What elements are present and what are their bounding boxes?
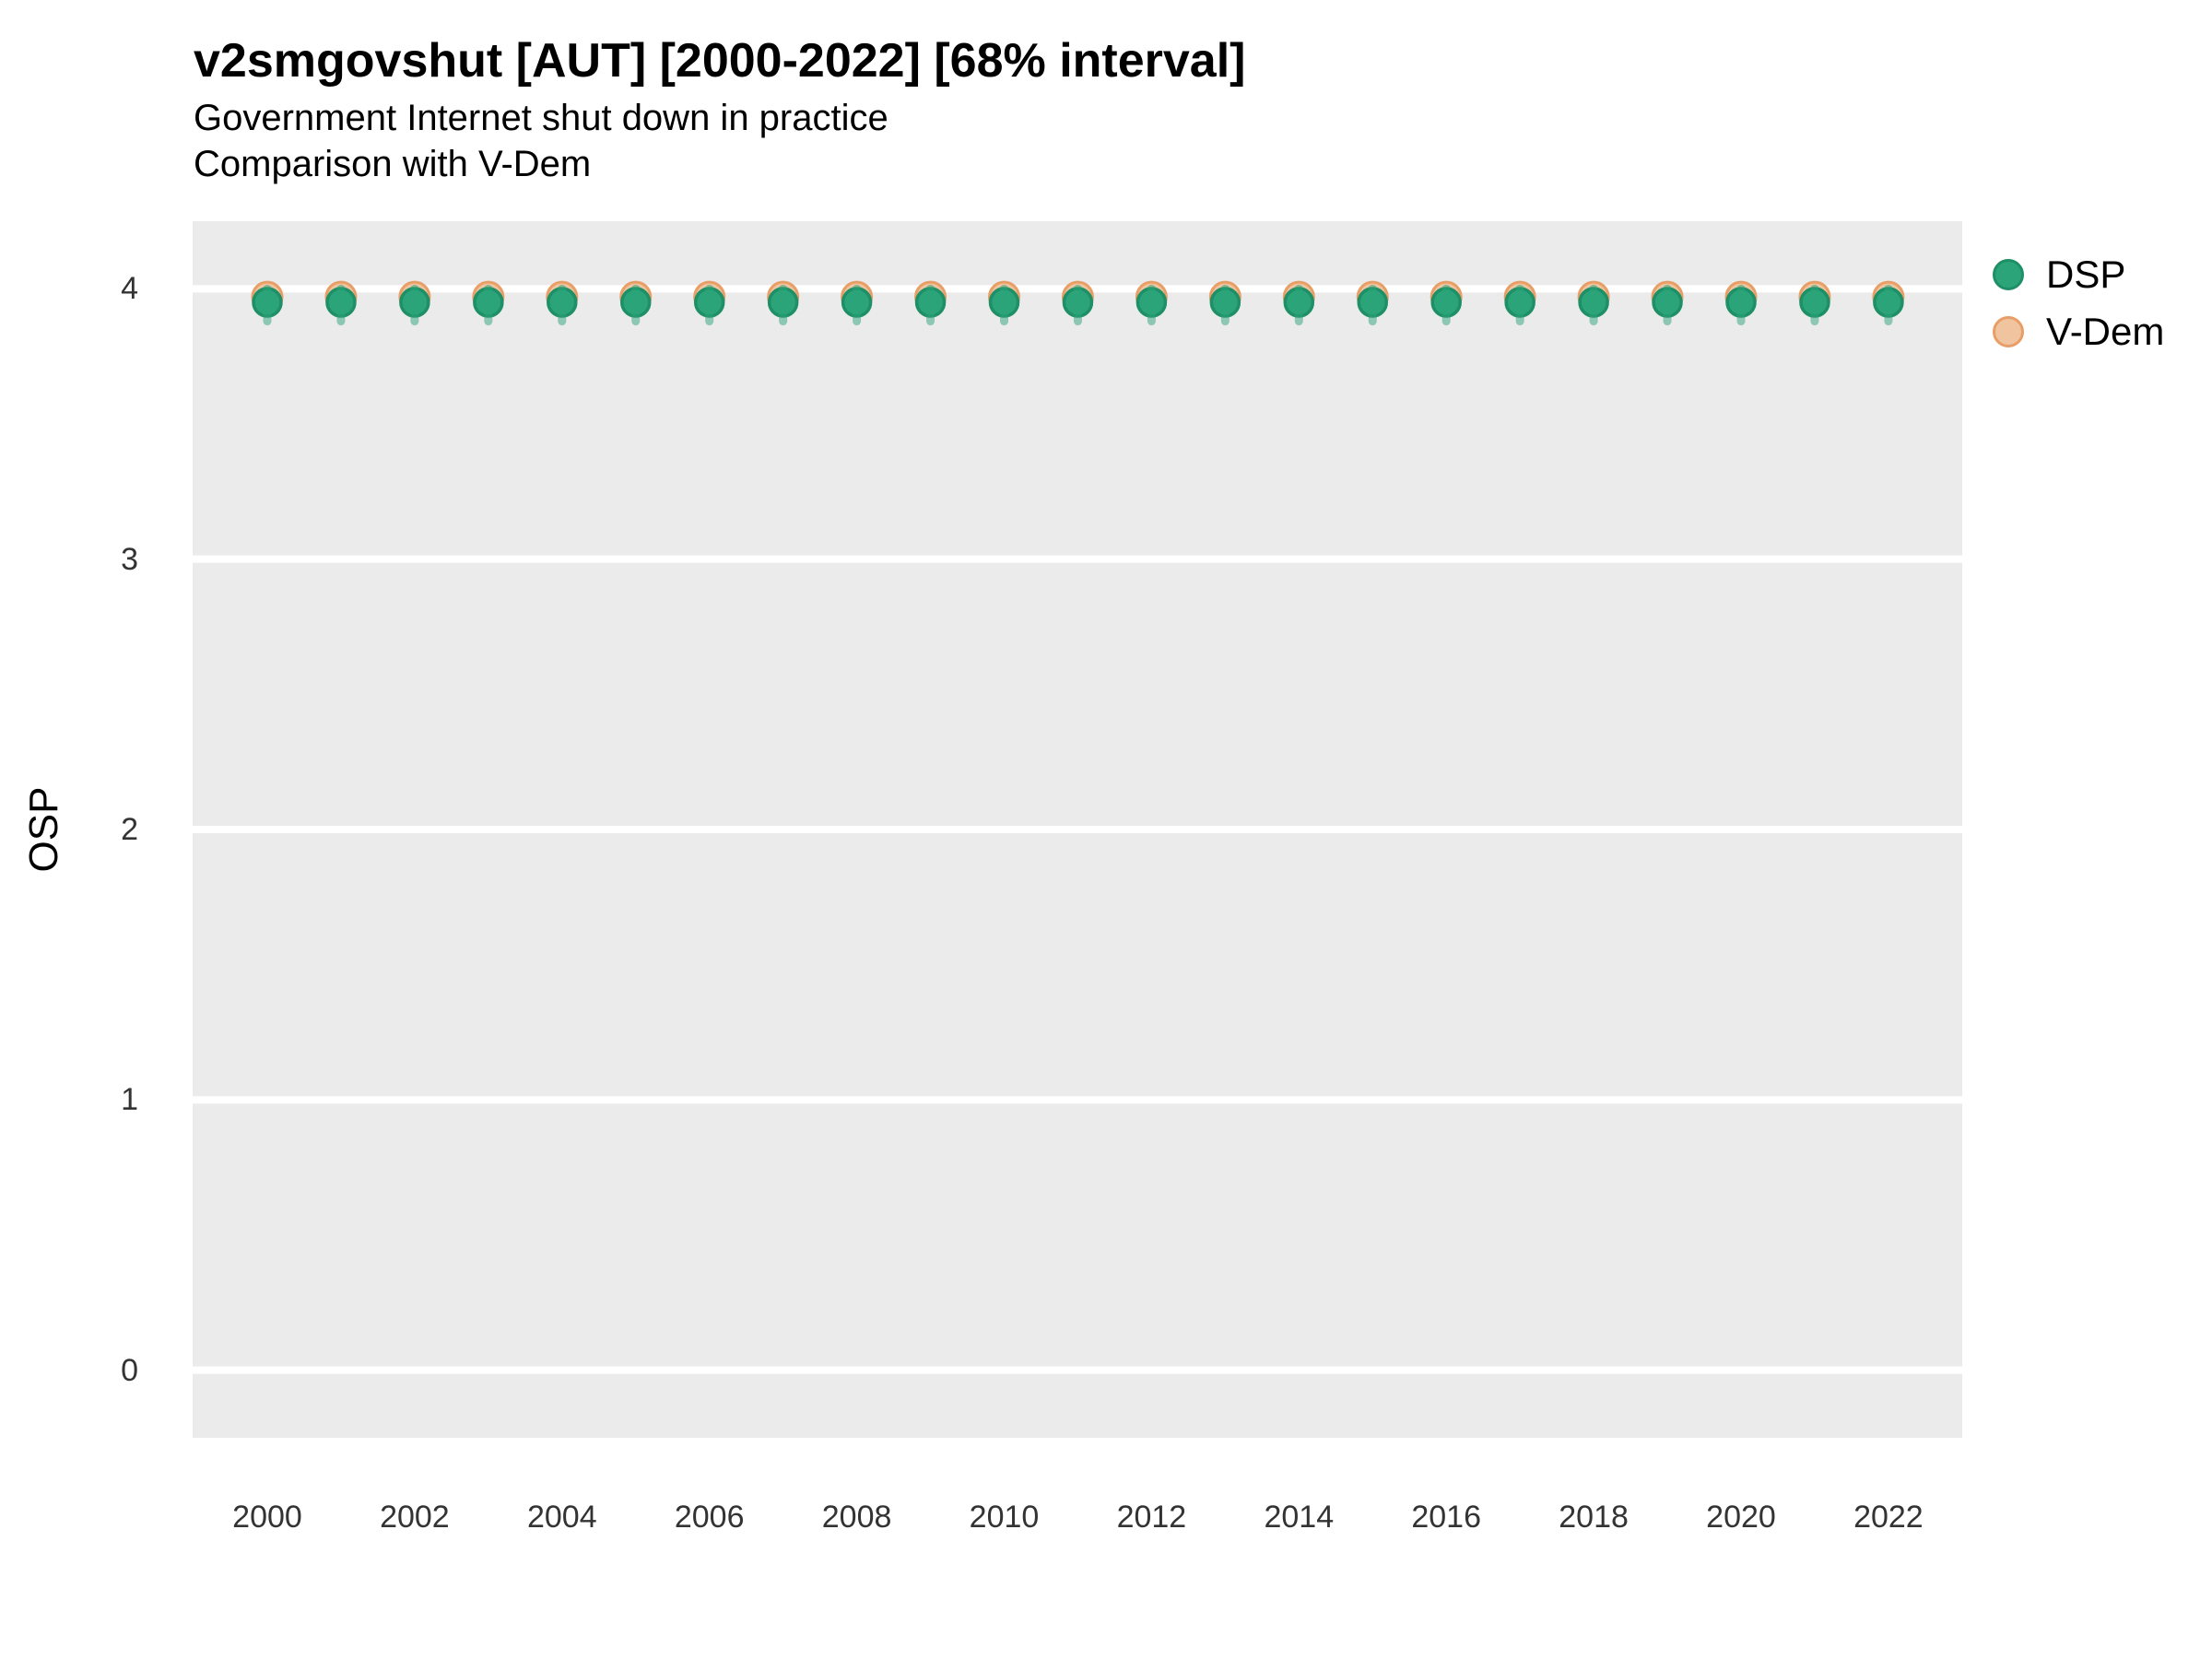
x-tick-label: 2020 xyxy=(1706,1500,1776,1535)
chart-panel xyxy=(193,221,1962,1438)
y-tick-label: 1 xyxy=(121,1082,138,1118)
y-tick-label: 4 xyxy=(121,271,138,307)
legend-item-dsp: DSP xyxy=(1993,253,2164,297)
plot-title: v2smgovshut [AUT] [2000-2022] [68% inter… xyxy=(194,34,1246,88)
y-tick-label: 0 xyxy=(121,1352,138,1388)
legend-item-vdem: V-Dem xyxy=(1993,310,2164,354)
dsp-point-icon xyxy=(1993,259,2024,290)
x-tick-label: 2010 xyxy=(969,1500,1040,1535)
x-tick-label: 2002 xyxy=(380,1500,450,1535)
x-tick-label: 2014 xyxy=(1264,1500,1335,1535)
x-tick-label: 2004 xyxy=(526,1500,597,1535)
y-tick-label: 3 xyxy=(121,541,138,577)
legend-label-vdem: V-Dem xyxy=(2046,310,2165,353)
plot-subtitle-comparison: Comparison with V-Dem xyxy=(194,144,592,184)
legend: DSP V-Dem xyxy=(1993,253,2164,354)
x-tick-label: 2016 xyxy=(1411,1500,1481,1535)
x-tick-label: 2000 xyxy=(232,1500,302,1535)
y-tick-label: 2 xyxy=(121,812,138,847)
legend-label-dsp: DSP xyxy=(2046,253,2126,296)
x-tick-label: 2012 xyxy=(1116,1500,1187,1535)
vdem-point-icon xyxy=(1993,316,2024,347)
x-tick-label: 2022 xyxy=(1853,1500,1924,1535)
x-tick-label: 2018 xyxy=(1559,1500,1629,1535)
plot-subtitle: Government Internet shut down in practic… xyxy=(194,98,888,138)
x-tick-label: 2006 xyxy=(674,1500,745,1535)
x-tick-label: 2008 xyxy=(821,1500,892,1535)
plot-area xyxy=(193,280,1962,1374)
